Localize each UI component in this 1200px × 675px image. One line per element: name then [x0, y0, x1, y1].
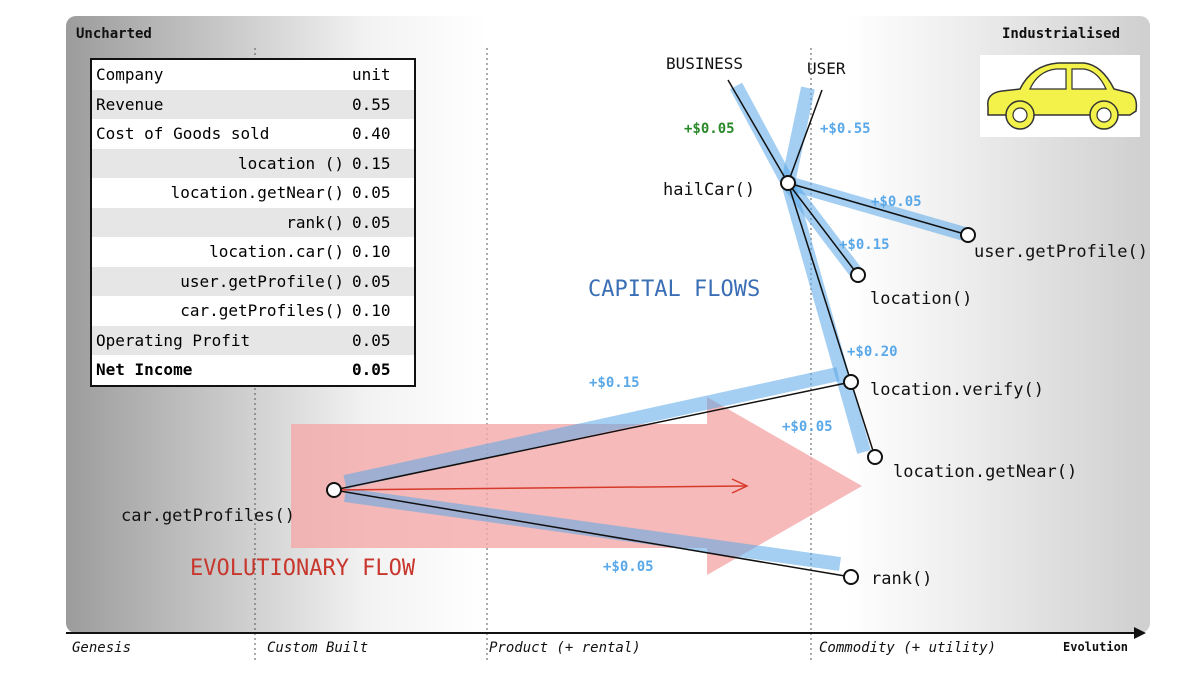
row-label: Net Income — [96, 360, 193, 380]
row-label: Operating Profit — [96, 330, 251, 350]
row-value: 0.05 — [352, 330, 391, 350]
flow-hailcar-userprofile: +$0.05 — [871, 194, 922, 210]
flow-user-hailcar: +$0.55 — [820, 121, 871, 137]
anchor-business: BUSINESS — [666, 54, 744, 73]
label-rank: rank() — [871, 569, 933, 589]
label-car-getprofiles: car.getProfiles() — [121, 506, 295, 526]
stage-product: Product (+ rental) — [489, 640, 641, 656]
row-value: 0.05 — [352, 360, 391, 380]
stage-custom-built: Custom Built — [267, 640, 369, 656]
row-value: 0.10 — [352, 301, 391, 321]
row-label: location.car() — [209, 242, 344, 262]
table-header-value: unit — [352, 65, 391, 85]
label-location: location() — [870, 289, 973, 309]
row-value: 0.05 — [352, 212, 391, 232]
table-row: location.car() 0.10 — [91, 237, 415, 267]
table-row: location () 0.15 — [91, 148, 415, 178]
table-row: car.getProfiles() 0.10 — [91, 296, 415, 326]
table-row: Operating Profit 0.05 — [91, 325, 415, 355]
row-value: 0.40 — [352, 124, 391, 144]
row-label: location () — [238, 153, 344, 173]
row-value: 0.10 — [352, 242, 391, 262]
title-evolutionary-flow: EVOLUTIONARY FLOW — [190, 556, 416, 581]
flow-verify-carprofiles: +$0.15 — [589, 375, 640, 391]
node-rank[interactable] — [843, 569, 859, 585]
label-location-getnear: location.getNear() — [893, 462, 1078, 482]
title-capital-flows: CAPITAL FLOWS — [588, 277, 761, 302]
anchor-user: USER — [807, 59, 846, 78]
table-row: Revenue 0.55 — [91, 89, 415, 119]
stage-commodity: Commodity (+ utility) — [819, 640, 997, 656]
row-label: car.getProfiles() — [180, 301, 344, 321]
row-label: rank() — [286, 212, 344, 232]
node-car-getprofiles[interactable] — [326, 482, 342, 498]
flow-business-hailcar: +$0.05 — [684, 121, 735, 137]
table-row: rank() 0.05 — [91, 207, 415, 237]
row-value: 0.05 — [352, 183, 391, 203]
node-location-getnear[interactable] — [867, 449, 883, 465]
evolution-axis-arrowhead — [1134, 627, 1146, 639]
row-label: Revenue — [96, 94, 164, 114]
node-user-getprofile[interactable] — [960, 227, 976, 243]
table-row: Cost of Goods sold 0.40 — [91, 119, 415, 149]
node-location-verify[interactable] — [843, 374, 859, 390]
row-value: 0.05 — [352, 271, 391, 291]
label-user-getprofile: user.getProfile() — [974, 242, 1148, 262]
node-hailcar[interactable] — [780, 175, 796, 191]
stage-genesis: Genesis — [72, 640, 132, 656]
table-row: location.getNear() 0.05 — [91, 178, 415, 208]
row-value: 0.15 — [352, 153, 391, 173]
label-uncharted: Uncharted — [76, 26, 152, 42]
row-label: user.getProfile() — [180, 271, 344, 291]
evolution-axis-label: Evolution — [1063, 640, 1129, 654]
dependency-lines — [333, 79, 969, 578]
evolutionary-flow-arrow — [291, 397, 862, 575]
evolution-line — [333, 485, 746, 491]
flow-hailcar-verify: +$0.20 — [847, 344, 898, 360]
flow-hailcar-location: +$0.15 — [839, 237, 890, 253]
evolution-line-head — [731, 478, 749, 494]
flow-carprofiles-rank: +$0.05 — [603, 559, 654, 575]
label-hailcar: hailCar() — [663, 180, 756, 200]
income-statement-table: Company unit Revenue 0.55 Cost of Goods … — [90, 58, 416, 387]
row-label: location.getNear() — [170, 183, 344, 203]
row-value: 0.55 — [352, 94, 391, 114]
flow-verify-getnear: +$0.05 — [782, 419, 833, 435]
label-industrialised: Industrialised — [1002, 26, 1121, 42]
node-location[interactable] — [850, 267, 866, 283]
table-row: Net Income 0.05 — [91, 355, 415, 386]
table-header-row: Company unit — [91, 59, 415, 90]
label-location-verify: location.verify() — [870, 380, 1044, 400]
row-label: Cost of Goods sold — [96, 124, 270, 144]
car-icon — [980, 55, 1140, 137]
table-header-label: Company — [96, 65, 164, 85]
table-row: user.getProfile() 0.05 — [91, 266, 415, 296]
